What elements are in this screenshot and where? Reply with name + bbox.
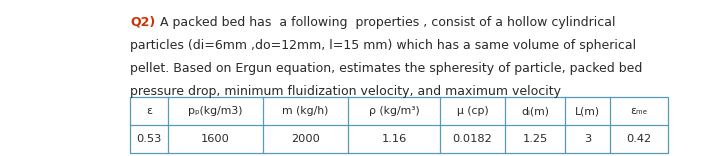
Text: L(m): L(m) [575, 106, 600, 116]
Text: 2000: 2000 [291, 134, 320, 144]
Bar [130, 97, 668, 153]
Text: 0.0182: 0.0182 [453, 134, 492, 144]
Text: pressure drop, minimum fluidization velocity, and maximum velocity: pressure drop, minimum fluidization velo… [130, 85, 561, 98]
Text: pellet. Based on Ergun equation, estimates the spheresity of particle, packed be: pellet. Based on Ergun equation, estimat… [130, 62, 642, 75]
Text: εₘₑ: εₘₑ [631, 106, 647, 116]
Text: particles (di=6mm ,do=12mm, l=15 mm) which has a same volume of spherical: particles (di=6mm ,do=12mm, l=15 mm) whi… [130, 39, 636, 51]
Text: m (kg/h): m (kg/h) [282, 106, 329, 116]
Text: 0.42: 0.42 [626, 134, 652, 144]
Text: A packed bed has  a following  properties , consist of a hollow cylindrical: A packed bed has a following properties … [160, 16, 616, 29]
Text: 1600: 1600 [201, 134, 230, 144]
Text: 3: 3 [584, 134, 591, 144]
Text: ρ (kg/m³): ρ (kg/m³) [369, 106, 419, 116]
Text: 1.16: 1.16 [382, 134, 407, 144]
Text: dᵢ(m): dᵢ(m) [521, 106, 549, 116]
Text: 1.25: 1.25 [523, 134, 548, 144]
Text: pₚ(kg/m3): pₚ(kg/m3) [188, 106, 243, 116]
Text: 0.53: 0.53 [136, 134, 162, 144]
Text: ε: ε [146, 106, 152, 116]
Text: Q2): Q2) [130, 16, 156, 29]
Text: μ (cp): μ (cp) [456, 106, 488, 116]
